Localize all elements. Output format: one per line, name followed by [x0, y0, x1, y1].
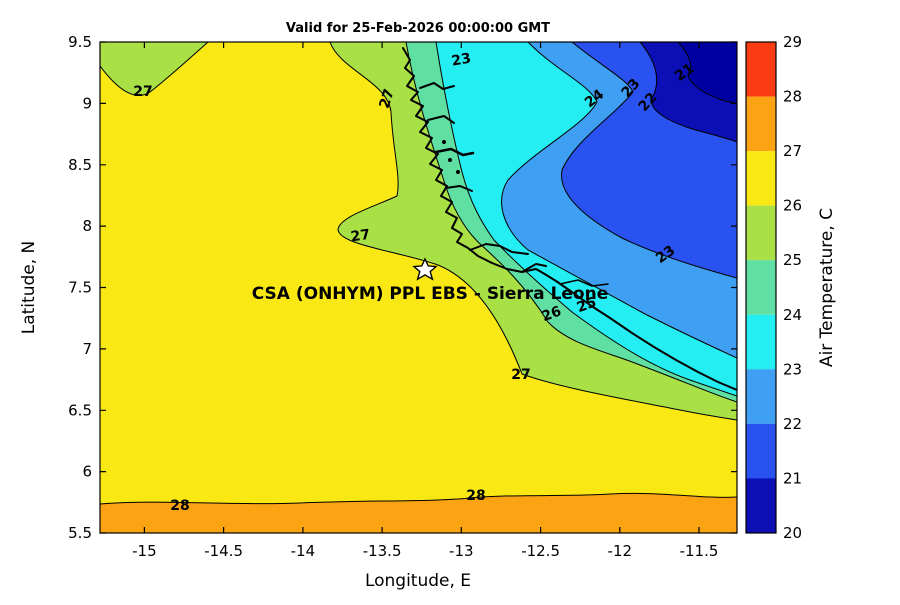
colorbar-tick-label: 28	[783, 88, 802, 106]
y-tick-label: 6	[82, 463, 92, 481]
x-tick-label: -12.5	[521, 542, 560, 560]
contour-label: 27	[133, 84, 152, 100]
coast-island-1	[448, 158, 452, 162]
colorbar-tick-label: 23	[783, 360, 802, 378]
coast-peninsula	[521, 263, 547, 273]
coast-island-3	[442, 140, 446, 144]
colorbar-cell-27-28	[746, 96, 776, 152]
coastline	[402, 47, 737, 391]
colorbar-tick-label: 20	[783, 524, 802, 542]
band-27-28	[100, 493, 737, 533]
colorbar: 29 28 27 26 25 24 23 22 21 20 Air Temper…	[745, 33, 837, 542]
contour-label: 27	[350, 227, 372, 246]
coast-estuary-3	[434, 147, 475, 157]
contour-label: 26	[540, 303, 564, 325]
contour-label: 27	[511, 367, 530, 383]
colorbar-tick-label: 22	[783, 415, 802, 433]
x-tick-label: -14	[291, 542, 316, 560]
contour-field: 27 27 23 24 23 22 21 27 26 25 23 27 28 2…	[100, 42, 737, 533]
band-topleft	[100, 42, 208, 96]
tick-marks	[100, 41, 737, 534]
contour-line-27-topleft	[100, 42, 209, 96]
coast-river	[559, 279, 609, 287]
contour-line-27	[329, 42, 737, 421]
colorbar-border	[745, 41, 777, 534]
x-tick-label: -12	[608, 542, 633, 560]
contour-label: 28	[170, 498, 189, 514]
colorbar-tick-label: 27	[783, 142, 802, 160]
contour-label: 25	[575, 294, 599, 316]
band-coldest	[678, 42, 737, 104]
x-tick-label: -14.5	[204, 542, 243, 560]
colorbar-tick-label: 24	[783, 306, 802, 324]
y-tick-label: 8	[82, 217, 92, 235]
plot-title: Valid for 25-Feb-2026 00:00:00 GMT	[286, 21, 550, 36]
colorbar-cell-23-24	[746, 314, 776, 370]
colorbar-cell-21-22	[746, 423, 776, 479]
x-tick-label: -13	[449, 542, 474, 560]
colorbar-tick-label: 21	[783, 469, 802, 487]
contour-line-24	[501, 42, 737, 359]
colorbar-tick-label: 25	[783, 251, 802, 269]
y-tick-label: 5.5	[68, 524, 92, 542]
colorbar-tick-label: 26	[783, 197, 802, 215]
colorbar-tick-label: 29	[783, 33, 802, 51]
x-tick-label: -15	[132, 542, 157, 560]
contour-label: 23	[450, 50, 472, 69]
coast-island-2	[456, 170, 460, 174]
x-tick-label: -11.5	[680, 542, 719, 560]
contour-line-28	[100, 492, 737, 505]
contour-line-23	[561, 42, 737, 279]
y-tick-label: 6.5	[68, 401, 92, 419]
x-tick-label: -13.5	[363, 542, 402, 560]
y-tick-label: 9.5	[68, 33, 92, 51]
y-tick-label: 9	[82, 94, 92, 112]
colorbar-cell-28-29	[746, 42, 776, 97]
contour-line-21	[677, 42, 737, 105]
y-tick-label: 7	[82, 340, 92, 358]
colorbar-axis-label: Air Temperature, C	[817, 208, 837, 367]
colorbar-cell-26-27	[746, 151, 776, 206]
contour-label: 27	[377, 87, 398, 110]
contour-line-22	[639, 42, 737, 143]
colorbar-cell-22-23	[746, 369, 776, 424]
coast-estuary-5	[469, 243, 529, 255]
colorbar-cell-20-21	[746, 478, 776, 533]
coast-estuary-4	[445, 185, 473, 192]
colorbar-cell-25-26	[746, 205, 776, 261]
y-tick-label: 7.5	[68, 279, 92, 297]
x-axis-label: Longitude, E	[365, 571, 471, 591]
colorbar-cell-24-25	[746, 260, 776, 315]
coast-estuary-2	[427, 115, 455, 124]
coast-estuary-1	[419, 82, 455, 90]
site-star-marker	[412, 257, 438, 281]
y-tick-label: 8.5	[68, 156, 92, 174]
y-axis-label: Latitude, N	[19, 241, 39, 335]
contour-label: 28	[466, 488, 485, 504]
site-annotation: CSA (ONHYM) PPL EBS - Sierra Leone	[252, 284, 609, 304]
